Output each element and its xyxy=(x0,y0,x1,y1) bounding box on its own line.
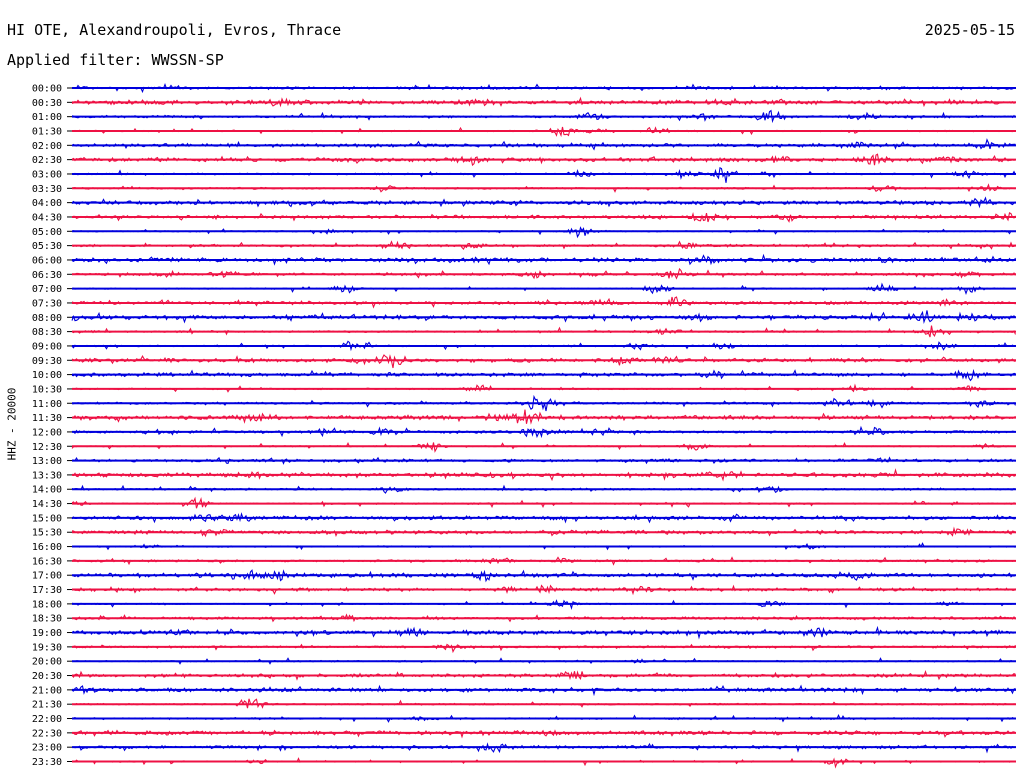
row-time-label: 17:30 xyxy=(32,585,62,596)
row-time-label: 05:30 xyxy=(32,241,62,252)
station-title: HI OTE, Alexandroupoli, Evros, Thrace xyxy=(7,21,342,39)
row-time-label: 01:00 xyxy=(32,112,62,123)
row-time-label: 17:00 xyxy=(32,571,62,582)
trace-row xyxy=(71,643,1016,654)
row-time-label: 10:30 xyxy=(32,384,62,395)
row-time-label: 01:30 xyxy=(32,126,62,137)
trace-row xyxy=(71,310,1016,325)
filter-label: Applied filter: WWSSN-SP xyxy=(7,51,224,69)
row-time-label: 13:30 xyxy=(32,470,62,481)
row-time-label: 21:30 xyxy=(32,700,62,711)
row-time-label: 05:00 xyxy=(32,227,62,238)
row-time-label: 18:30 xyxy=(32,614,62,625)
row-time-label: 04:00 xyxy=(32,198,62,209)
row-time-label: 02:30 xyxy=(32,155,62,166)
row-time-label: 19:00 xyxy=(32,628,62,639)
trace-row xyxy=(71,757,1016,769)
row-time-label: 07:00 xyxy=(32,284,62,295)
row-time-label: 21:00 xyxy=(32,685,62,696)
row-time-label: 10:00 xyxy=(32,370,62,381)
row-time-label: 09:30 xyxy=(32,356,62,367)
row-time-label: 02:00 xyxy=(32,141,62,152)
row-time-label: 18:00 xyxy=(32,599,62,610)
row-time-label: 06:30 xyxy=(32,270,62,281)
row-time-label: 08:00 xyxy=(32,313,62,324)
row-time-label: 13:00 xyxy=(32,456,62,467)
date-label: 2025-05-15 xyxy=(924,21,1015,39)
row-time-label: 00:00 xyxy=(32,84,62,95)
row-time-label: 03:30 xyxy=(32,184,62,195)
row-time-label: 08:30 xyxy=(32,327,62,338)
row-time-label: 20:00 xyxy=(32,657,62,668)
row-time-label: 07:30 xyxy=(32,298,62,309)
row-time-label: 22:30 xyxy=(32,728,62,739)
row-time-label: 11:00 xyxy=(32,399,62,410)
row-time-label: 15:30 xyxy=(32,528,62,539)
row-time-label: 14:30 xyxy=(32,499,62,510)
row-time-label: 00:30 xyxy=(32,98,62,109)
trace-row xyxy=(71,166,1016,183)
row-time-label: 15:00 xyxy=(32,513,62,524)
row-time-label: 11:30 xyxy=(32,413,62,424)
row-time-label: 23:00 xyxy=(32,743,62,754)
trace-row xyxy=(71,354,1016,369)
row-time-label: 16:00 xyxy=(32,542,62,553)
row-time-label: 14:00 xyxy=(32,485,62,496)
row-time-label: 06:00 xyxy=(32,255,62,266)
row-time-label: 03:00 xyxy=(32,169,62,180)
row-time-label: 12:00 xyxy=(32,427,62,438)
row-time-label: 20:30 xyxy=(32,671,62,682)
row-time-label: 19:30 xyxy=(32,642,62,653)
row-time-label: 16:30 xyxy=(32,556,62,567)
row-time-label: 22:00 xyxy=(32,714,62,725)
row-time-label: 04:30 xyxy=(32,212,62,223)
row-time-label: 09:00 xyxy=(32,341,62,352)
row-time-label: 12:30 xyxy=(32,442,62,453)
row-time-label: 23:30 xyxy=(32,757,62,768)
